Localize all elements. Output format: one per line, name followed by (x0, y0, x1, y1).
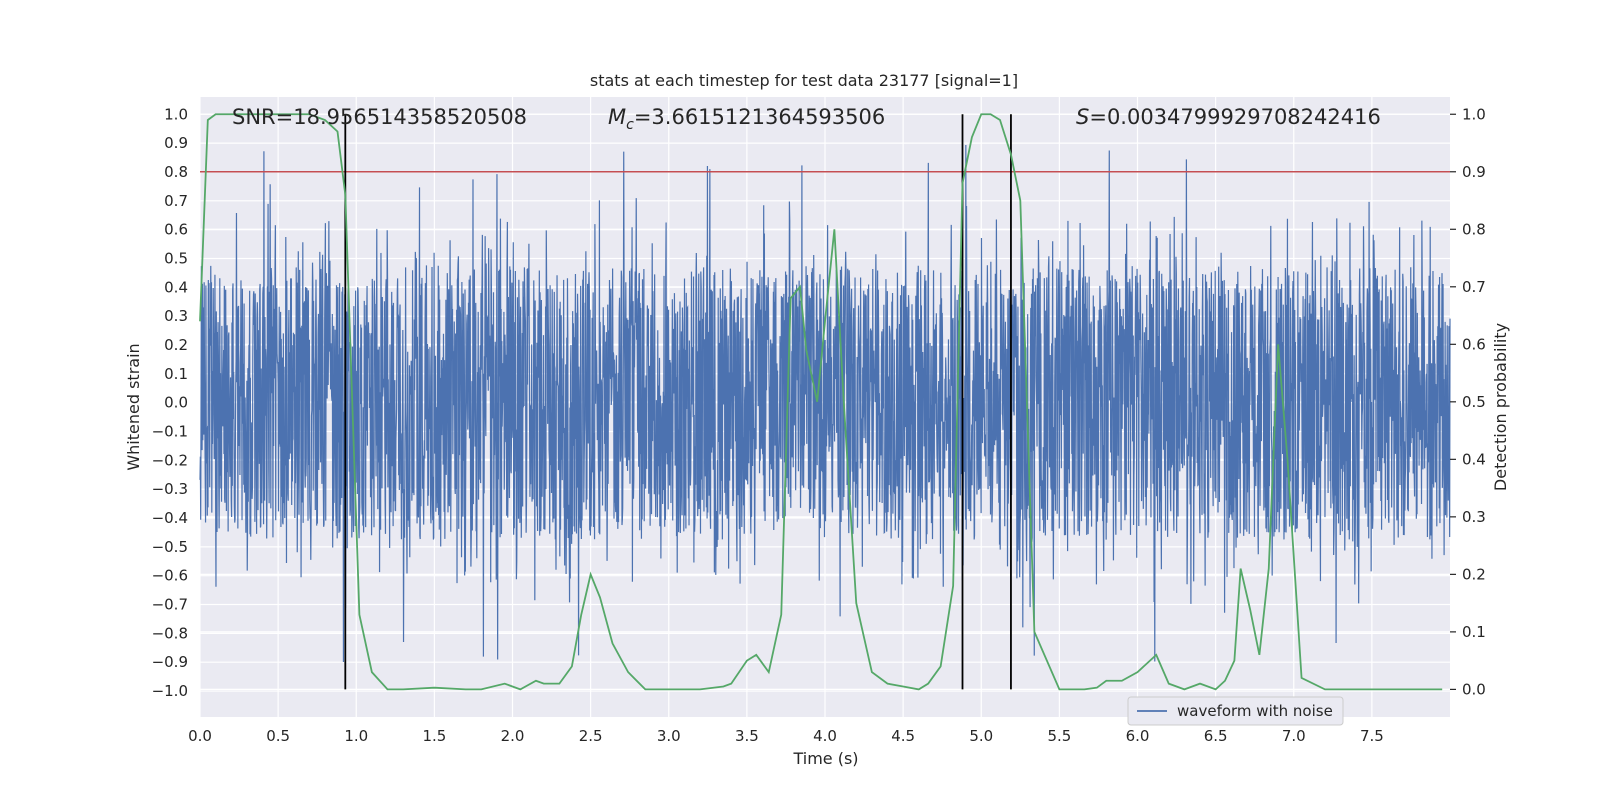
y-right-tick-label-8: 0.2 (1462, 565, 1486, 583)
y-right-tick-label-2: 0.8 (1462, 220, 1486, 238)
y-left-tick-label-10: 0.0 (164, 394, 188, 412)
x-tick-label-13: 6.5 (1204, 727, 1228, 745)
mc-value: =3.6615121364593506 (634, 105, 885, 129)
chirp-mass-annotation: Mc=3.6615121364593506 (608, 105, 885, 133)
x-tick-label-6: 3.0 (657, 727, 681, 745)
s-value: =0.0034799929708242416 (1089, 105, 1381, 129)
y-left-tick-label-18: −0.8 (152, 624, 188, 642)
y-axis-right-ticks: 1.0 0.9 0.8 0.7 0.6 0.5 0.4 0.3 0.2 0.1 0.0 (1450, 105, 1486, 698)
waveform-line (199, 144, 1451, 662)
x-tick-label-15: 7.5 (1360, 727, 1384, 745)
y-left-tick-label-5: 0.5 (164, 249, 188, 267)
chart-title: stats at each timestep for test data 231… (590, 71, 1018, 90)
mc-symbol: M (608, 105, 626, 129)
x-tick-label-7: 3.5 (735, 727, 759, 745)
legend: waveform with noise (1127, 696, 1344, 726)
y-left-tick-label-1: 0.9 (164, 134, 188, 152)
x-tick-label-9: 4.5 (891, 727, 915, 745)
y-left-tick-label-4: 0.6 (164, 221, 188, 239)
y-left-tick-label-13: −0.3 (152, 480, 188, 498)
y-right-tick-label-5: 0.5 (1462, 393, 1486, 411)
y-right-tick-label-1: 0.9 (1462, 163, 1486, 181)
y-left-tick-label-9: 0.1 (164, 365, 188, 383)
x-tick-label-0: 0.0 (188, 727, 212, 745)
x-axis-ticks: 0.0 0.5 1.0 1.5 2.0 2.5 3.0 3.5 4.0 4.5 5.0 5.5 6.0 6… (188, 727, 1384, 745)
y-left-tick-label-20: −1.0 (152, 682, 188, 700)
y-axis-left-ticks: 1.0 0.9 0.8 0.7 0.6 0.5 0.4 0.3 0.2 0.1 0.0 −0.1 −0.… (152, 105, 188, 700)
y-left-tick-label-19: −0.9 (152, 653, 188, 671)
y-right-tick-label-9: 0.1 (1462, 623, 1486, 641)
snr-annotation: SNR=18.956514358520508 (232, 105, 527, 129)
s-symbol: S (1076, 105, 1089, 129)
y-left-tick-label-3: 0.7 (164, 192, 188, 210)
y-right-tick-label-0: 1.0 (1462, 105, 1486, 123)
legend-label-waveform: waveform with noise (1177, 702, 1333, 720)
y-right-tick-label-7: 0.3 (1462, 508, 1486, 526)
legend-box (1127, 696, 1344, 726)
x-tick-label-12: 6.0 (1126, 727, 1150, 745)
y-left-tick-label-2: 0.8 (164, 163, 188, 181)
y-axis-right-label: Detection probability (1491, 323, 1510, 491)
y-left-tick-label-17: −0.7 (152, 596, 188, 614)
s-annotation: S=0.0034799929708242416 (1076, 105, 1381, 129)
y-left-tick-label-11: −0.1 (152, 423, 188, 441)
x-tick-label-8: 4.0 (813, 727, 837, 745)
y-axis-left-label: Whitened strain (124, 343, 143, 470)
y-right-tick-label-10: 0.0 (1462, 680, 1486, 698)
x-tick-label-11: 5.5 (1047, 727, 1071, 745)
waveform-series (199, 144, 1451, 662)
x-tick-label-1: 0.5 (266, 727, 290, 745)
detection-probability-line (199, 113, 1443, 691)
mc-subscript: c (626, 117, 634, 133)
y-left-tick-label-6: 0.4 (164, 278, 188, 296)
y-left-tick-label-12: −0.2 (152, 451, 188, 469)
x-tick-label-2: 1.0 (344, 727, 368, 745)
y-left-tick-label-14: −0.4 (152, 509, 188, 527)
y-right-tick-label-6: 0.4 (1462, 450, 1486, 468)
x-tick-label-14: 7.0 (1282, 727, 1306, 745)
y-left-tick-label-16: −0.6 (152, 567, 188, 585)
y-right-tick-label-4: 0.6 (1462, 335, 1486, 353)
y-left-tick-label-8: 0.2 (164, 336, 188, 354)
x-tick-label-5: 2.5 (579, 727, 603, 745)
y-right-tick-label-3: 0.7 (1462, 278, 1486, 296)
x-tick-label-3: 1.5 (422, 727, 446, 745)
y-left-tick-label-15: −0.5 (152, 538, 188, 556)
x-tick-label-10: 5.0 (969, 727, 993, 745)
y-left-tick-label-7: 0.3 (164, 307, 188, 325)
x-axis-label: Time (s) (792, 749, 858, 768)
y-left-tick-label-0: 1.0 (164, 105, 188, 123)
x-tick-label-4: 2.0 (501, 727, 525, 745)
